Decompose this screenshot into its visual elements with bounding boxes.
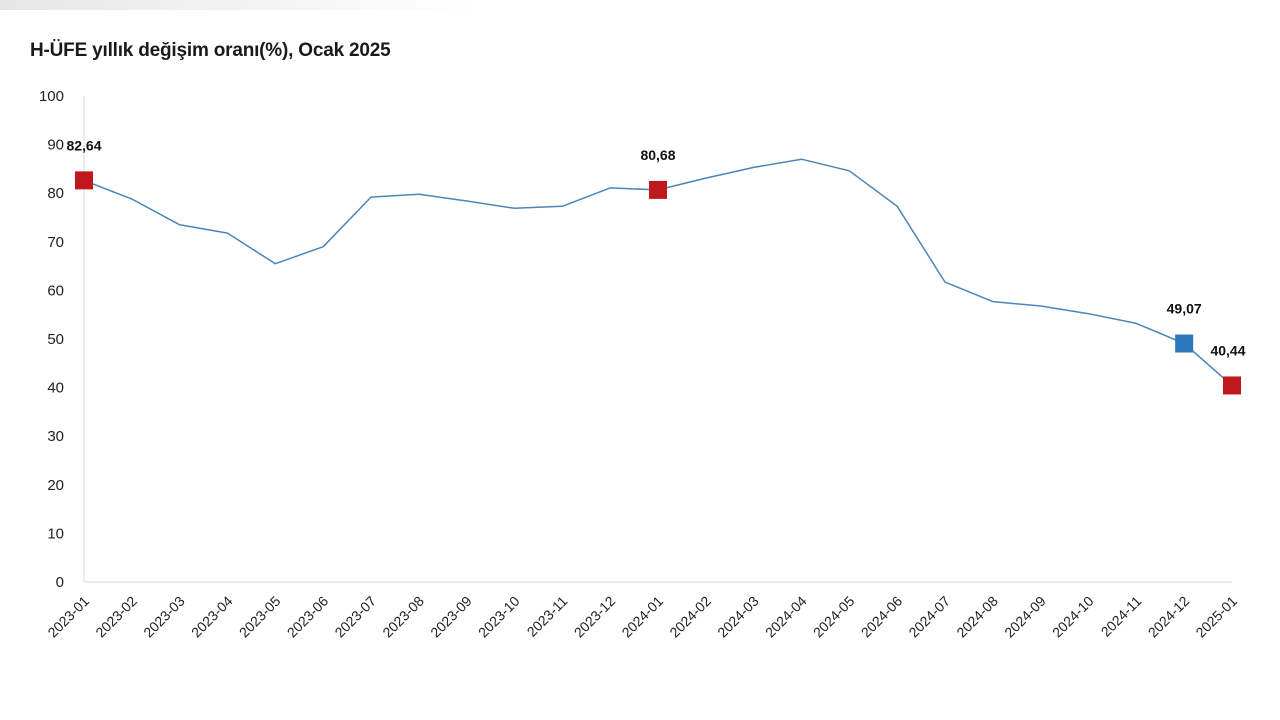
top-fade-decoration: [0, 0, 480, 10]
y-tick-label: 70: [47, 234, 64, 251]
y-tick-label: 30: [47, 428, 64, 445]
y-tick-label: 100: [39, 88, 64, 105]
y-tick-label: 10: [47, 525, 64, 542]
x-tick-label: 2023-03: [140, 593, 188, 641]
data-label: 82,64: [66, 137, 101, 153]
x-tick-label: 2023-07: [331, 593, 379, 641]
x-tick-label: 2023-01: [44, 593, 92, 641]
x-tick-label: 2024-04: [762, 593, 810, 641]
chart-title: H-ÜFE yıllık değişim oranı(%), Ocak 2025: [30, 40, 391, 61]
x-tick-label: 2023-05: [236, 593, 284, 641]
x-tick-label: 2024-10: [1049, 593, 1097, 641]
x-tick-label: 2024-07: [905, 593, 953, 641]
y-tick-label: 60: [47, 282, 64, 299]
x-tick-label: 2023-11: [524, 593, 571, 640]
axes: [83, 96, 1232, 583]
y-tick-label: 90: [47, 137, 64, 154]
x-tick-label: 2024-05: [810, 593, 858, 641]
data-marker: [1223, 376, 1241, 395]
marker-group: [75, 171, 1241, 395]
data-label: 40,44: [1210, 342, 1245, 358]
x-tick-label: 2023-02: [92, 593, 140, 641]
y-tick-label: 50: [47, 331, 64, 348]
x-tick-label: 2023-09: [427, 593, 475, 641]
y-tick-label: 0: [56, 574, 64, 591]
x-tick-label: 2024-06: [858, 593, 906, 641]
data-label: 49,07: [1167, 301, 1202, 317]
x-tick-label: 2024-11: [1098, 593, 1145, 640]
x-tick-label: 2023-10: [475, 593, 523, 641]
x-tick-label: 2024-08: [953, 593, 1001, 641]
data-marker: [75, 171, 93, 190]
x-tick-label: 2024-02: [666, 593, 714, 641]
y-tick-label: 20: [47, 477, 64, 494]
x-tick-label: 2023-04: [188, 593, 236, 641]
x-tick-label: 2023-06: [284, 593, 332, 641]
x-tick-labels: 2023-01 2023-02 2023-03 2023-04 2023-05 2023-…: [44, 593, 1240, 641]
data-label: 80,68: [640, 147, 675, 163]
x-tick-label: 2023-12: [571, 593, 619, 641]
x-tick-label: 2024-12: [1145, 593, 1193, 641]
data-marker: [1175, 334, 1194, 353]
data-marker: [649, 180, 667, 199]
y-tick-labels: 0 10 20 30 40 50 60 70 80 90 100: [39, 88, 64, 591]
x-tick-label: 2024-03: [714, 593, 762, 641]
data-label-group: 82,64 80,68 49,07 40,44: [66, 137, 1245, 358]
y-tick-label: 80: [47, 185, 64, 202]
x-tick-label: 2024-01: [618, 593, 666, 641]
y-tick-label: 40: [47, 380, 64, 397]
x-tick-label: 2024-09: [1001, 593, 1049, 641]
x-tick-label: 2025-01: [1192, 593, 1240, 641]
x-tick-label: 2023-08: [379, 593, 427, 641]
